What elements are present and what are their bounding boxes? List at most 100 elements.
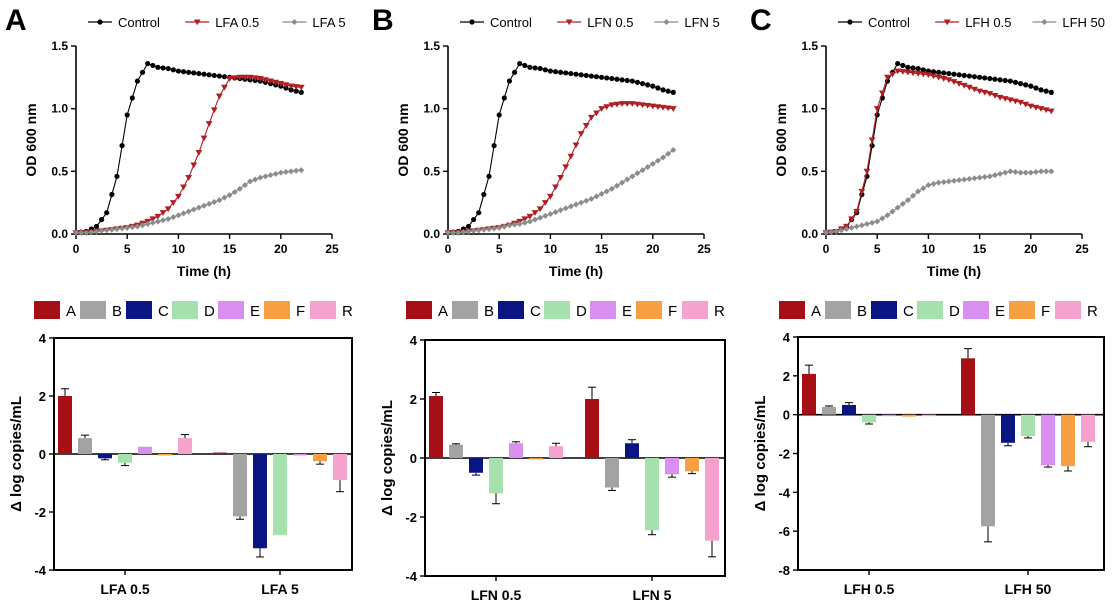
x-tick-label: 5	[124, 242, 131, 256]
legend-label: LFH 50	[1062, 15, 1105, 30]
data-point	[955, 81, 963, 87]
plot-frame	[797, 336, 1105, 571]
bar	[665, 458, 679, 475]
data-point	[941, 70, 947, 76]
data-point	[150, 62, 156, 69]
data-point	[481, 191, 487, 198]
data-point	[665, 150, 672, 157]
data-point	[593, 193, 600, 200]
legend-label: F	[668, 303, 677, 320]
data-point	[211, 199, 218, 206]
x-tick-label: 10	[922, 242, 936, 256]
series-line	[448, 149, 674, 234]
data-point	[256, 76, 264, 82]
data-point	[196, 70, 202, 77]
data-point	[216, 197, 223, 204]
legend-label: B	[484, 303, 494, 320]
data-point	[629, 78, 635, 84]
x-tick-label: 15	[595, 242, 609, 256]
data-point	[450, 229, 457, 236]
data-point	[221, 74, 228, 80]
data-point	[884, 212, 891, 219]
data-point	[526, 213, 534, 220]
data-point	[869, 143, 875, 149]
data-point	[1037, 106, 1045, 112]
legend-marker	[847, 19, 853, 25]
x-tick-label: 0	[73, 242, 80, 256]
data-point	[145, 60, 151, 67]
legend-swatch	[34, 301, 60, 319]
data-point	[614, 76, 620, 82]
series-line	[448, 103, 674, 234]
data-point	[904, 197, 911, 204]
data-point	[588, 73, 594, 79]
legend-swatch	[1055, 301, 1081, 319]
data-point	[997, 77, 1003, 83]
bar	[138, 446, 152, 454]
data-point	[1017, 81, 1024, 87]
data-point	[670, 89, 676, 95]
data-point	[272, 170, 279, 177]
data-point	[981, 173, 988, 180]
data-point	[542, 67, 548, 73]
data-point	[960, 82, 968, 89]
data-point	[639, 167, 646, 174]
data-point	[537, 214, 544, 221]
data-point	[582, 123, 590, 129]
legend-swatch	[126, 301, 152, 319]
data-point	[603, 188, 610, 195]
data-point	[951, 71, 957, 77]
data-point	[190, 206, 197, 213]
data-point	[221, 84, 228, 91]
bar	[118, 454, 132, 463]
data-point	[639, 81, 646, 87]
bar	[273, 454, 287, 536]
data-point	[485, 225, 492, 232]
data-point	[563, 70, 569, 76]
data-point	[506, 222, 513, 229]
data-point	[552, 69, 559, 75]
data-point	[114, 173, 120, 179]
data-point	[966, 175, 973, 182]
data-point	[206, 200, 213, 207]
data-point	[486, 173, 492, 179]
data-point	[920, 67, 926, 73]
data-point	[547, 193, 554, 200]
data-point	[956, 72, 962, 78]
legend-swatch	[264, 301, 290, 319]
data-point	[951, 177, 957, 184]
category-label: LFH 50	[1005, 581, 1052, 597]
x-tick-label: 0	[823, 242, 830, 256]
bar	[1041, 414, 1055, 466]
data-point	[950, 79, 958, 85]
y-tick-label: 1.0	[423, 102, 440, 116]
data-point	[991, 92, 999, 99]
y-tick-label: -8	[778, 563, 790, 578]
legend-label: E	[622, 303, 632, 320]
legend-label: D	[576, 303, 587, 320]
bar	[178, 438, 192, 454]
legend-label: LFN 5	[684, 15, 719, 30]
bar	[961, 358, 975, 415]
data-point	[665, 88, 671, 94]
data-point	[282, 82, 290, 89]
data-point	[930, 73, 937, 80]
data-point	[971, 175, 978, 182]
data-point	[971, 86, 978, 93]
data-point	[961, 176, 968, 183]
y-tick-label: -2	[778, 447, 790, 462]
growth-chart-c: 0 5 10 15 20 25 0.0 0.5 1.0 1.5 Time (h) OD 600 nm C…	[773, 15, 1105, 279]
data-point	[976, 174, 983, 181]
y-tick-label: -4	[34, 563, 46, 578]
legend-swatch	[1009, 301, 1035, 319]
data-point	[598, 190, 605, 197]
legend-label: LFA 5	[312, 15, 345, 30]
bar	[882, 414, 896, 417]
data-point	[982, 75, 988, 81]
data-point	[664, 105, 672, 112]
y-tick-label: 0.5	[423, 164, 440, 178]
data-point	[868, 137, 876, 144]
legend-label: A	[438, 303, 448, 320]
data-point	[577, 131, 585, 137]
data-point	[976, 88, 983, 95]
